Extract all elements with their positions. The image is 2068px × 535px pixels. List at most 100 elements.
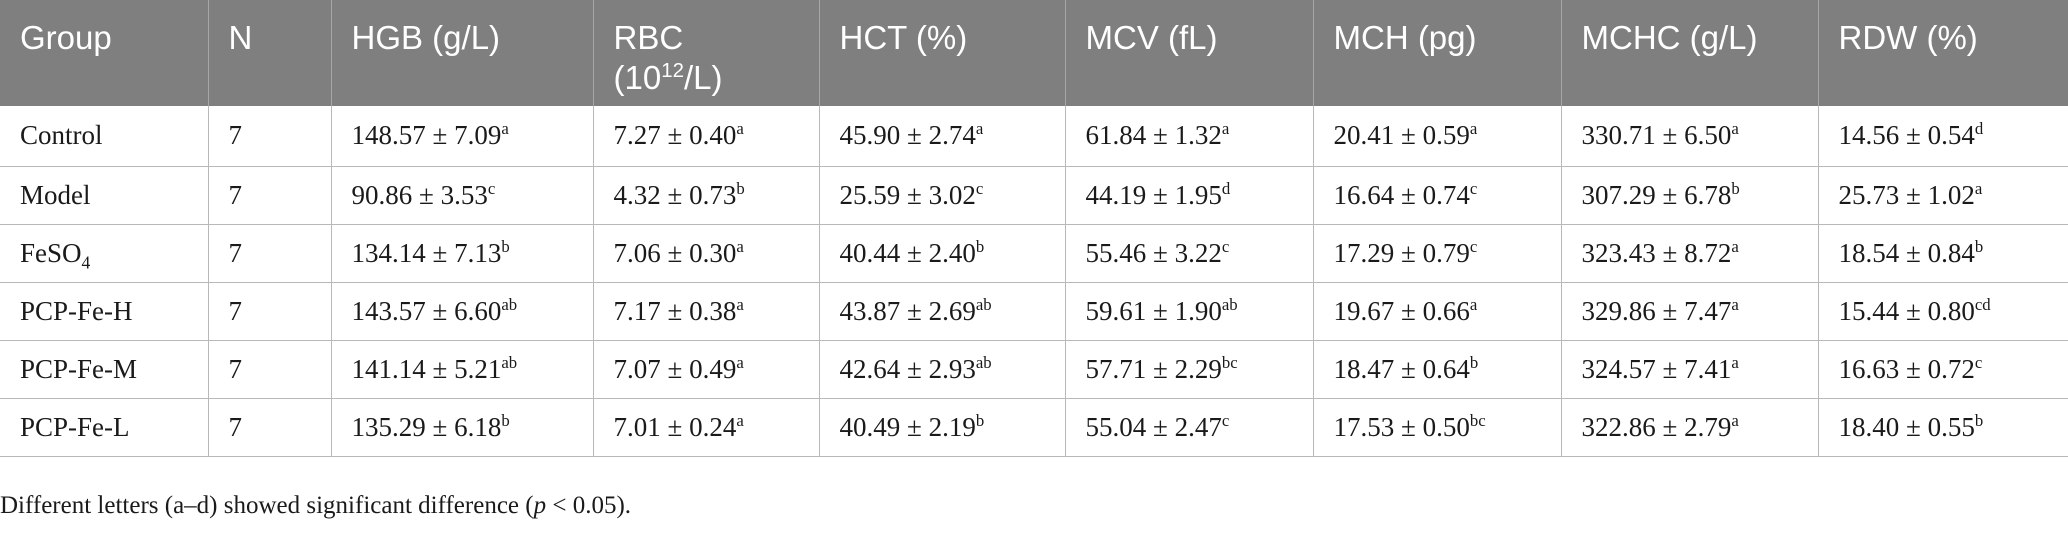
- significance-letter: b: [1974, 410, 1984, 430]
- significance-letter: b: [975, 236, 985, 256]
- value-cell: 7.01 ± 0.24a: [592, 398, 819, 457]
- group-cell: PCP-Fe-H: [0, 282, 208, 341]
- value-cell: 7.17 ± 0.38a: [592, 282, 819, 341]
- value-cell: 324.57 ± 7.41a: [1560, 340, 1818, 399]
- value-cell: 18.54 ± 0.84b: [1817, 224, 2068, 283]
- mean-sd-value: 143.57 ± 6.60: [351, 295, 502, 326]
- mean-sd-value: 59.61 ± 1.90: [1085, 295, 1222, 326]
- significance-letter: a: [1731, 236, 1739, 256]
- significance-letter: a: [975, 119, 984, 139]
- table-row: PCP-Fe-L 7 135.29 ± 6.18b 7.01 ± 0.24a 40.49…: [0, 398, 2068, 457]
- mean-sd-value: 135.29 ± 6.18: [351, 411, 502, 442]
- significance-letter: bc: [1469, 410, 1486, 430]
- significance-letter: a: [736, 294, 744, 314]
- mean-sd-value: 16.63 ± 0.72: [1838, 353, 1975, 384]
- footnote-text: Different letters (a–d) showed significa…: [0, 492, 534, 519]
- value-cell: 20.41 ± 0.59a: [1312, 106, 1561, 167]
- mean-sd-value: 141.14 ± 5.21: [351, 353, 502, 384]
- mean-sd-value: 14.56 ± 0.54: [1838, 120, 1975, 151]
- significance-letter: a: [1469, 119, 1478, 139]
- mean-sd-value: 42.64 ± 2.93: [839, 353, 976, 384]
- value-cell: 45.90 ± 2.74a: [818, 106, 1065, 167]
- mean-sd-value: 16.64 ± 0.74: [1333, 179, 1470, 210]
- value-cell: 15.44 ± 0.80cd: [1817, 282, 2068, 341]
- mean-sd-value: 7.07 ± 0.49: [613, 353, 737, 384]
- mean-sd-value: 61.84 ± 1.32: [1085, 120, 1222, 151]
- mean-sd-value: 57.71 ± 2.29: [1085, 353, 1222, 384]
- mean-sd-value: 25.73 ± 1.02: [1838, 179, 1975, 210]
- header-rbc-line2-end: /L): [683, 59, 723, 96]
- value-cell: 141.14 ± 5.21ab: [330, 340, 593, 399]
- hematology-table: Group N HGB (g/L) RBC (1012/L) HCT (%) MC…: [0, 0, 2068, 457]
- mean-sd-value: 40.44 ± 2.40: [839, 237, 976, 268]
- value-cell: 7.06 ± 0.30a: [592, 224, 819, 283]
- mean-sd-value: 330.71 ± 6.50: [1581, 120, 1732, 151]
- value-cell: 44.19 ± 1.95d: [1064, 166, 1313, 225]
- header-mchc: MCHC (g/L): [1560, 0, 1818, 106]
- header-rbc-exponent: 12: [661, 59, 684, 82]
- n-cell: 7: [207, 282, 331, 341]
- value-cell: 16.63 ± 0.72c: [1817, 340, 2068, 399]
- group-subscript: 4: [81, 251, 91, 272]
- significance-letter: b: [501, 236, 510, 256]
- group-cell: Control: [0, 106, 208, 167]
- mean-sd-value: 148.57 ± 7.09: [351, 120, 502, 151]
- group-name: PCP-Fe-L: [20, 411, 130, 442]
- significance-letter: ab: [501, 352, 518, 372]
- significance-letter: b: [1731, 178, 1740, 198]
- value-cell: 323.43 ± 8.72a: [1560, 224, 1818, 283]
- mean-sd-value: 55.04 ± 2.47: [1085, 411, 1222, 442]
- footnote-p-symbol: p: [533, 492, 547, 519]
- group-cell: PCP-Fe-M: [0, 340, 208, 399]
- mean-sd-value: 4.32 ± 0.73: [613, 179, 737, 210]
- value-cell: 61.84 ± 1.32a: [1064, 106, 1313, 167]
- value-cell: 134.14 ± 7.13b: [330, 224, 593, 283]
- header-mch: MCH (pg): [1312, 0, 1561, 106]
- significance-letter: c: [1221, 410, 1230, 430]
- header-mcv: MCV (fL): [1064, 0, 1313, 106]
- significance-letter: a: [501, 119, 509, 139]
- significance-letter: ab: [501, 294, 518, 314]
- significance-letter: d: [1974, 119, 1984, 139]
- value-cell: 19.67 ± 0.66a: [1312, 282, 1561, 341]
- group-cell: PCP-Fe-L: [0, 398, 208, 457]
- significance-letter: ab: [975, 294, 992, 314]
- significance-letter: bc: [1221, 352, 1238, 372]
- mean-sd-value: 323.43 ± 8.72: [1581, 237, 1732, 268]
- significance-letter: a: [736, 410, 744, 430]
- mean-sd-value: 307.29 ± 6.78: [1581, 179, 1732, 210]
- table-body: Control 7 148.57 ± 7.09a 7.27 ± 0.40a 45.90 …: [0, 106, 2068, 457]
- value-cell: 330.71 ± 6.50a: [1560, 106, 1818, 167]
- significance-letter: a: [1731, 352, 1739, 372]
- significance-letter: c: [1469, 236, 1478, 256]
- n-cell: 7: [207, 224, 331, 283]
- mean-sd-value: 7.17 ± 0.38: [613, 295, 737, 326]
- n-cell: 7: [207, 340, 331, 399]
- significance-letter: b: [1974, 236, 1984, 256]
- significance-letter: b: [736, 178, 745, 198]
- value-cell: 40.44 ± 2.40b: [818, 224, 1065, 283]
- mean-sd-value: 322.86 ± 2.79: [1581, 411, 1732, 442]
- n-cell: 7: [207, 166, 331, 225]
- mean-sd-value: 55.46 ± 3.22: [1085, 237, 1222, 268]
- mean-sd-value: 17.53 ± 0.50: [1333, 411, 1470, 442]
- value-cell: 135.29 ± 6.18b: [330, 398, 593, 457]
- header-group: Group: [0, 0, 208, 106]
- significance-letter: ab: [975, 352, 992, 372]
- significance-letter: b: [975, 410, 985, 430]
- significance-letter: a: [1731, 119, 1739, 139]
- value-cell: 7.07 ± 0.49a: [592, 340, 819, 399]
- header-n: N: [207, 0, 331, 106]
- value-cell: 329.86 ± 7.47a: [1560, 282, 1818, 341]
- significance-letter: a: [1974, 178, 1983, 198]
- significance-letter: b: [1469, 352, 1479, 372]
- mean-sd-value: 15.44 ± 0.80: [1838, 295, 1975, 326]
- mean-sd-value: 19.67 ± 0.66: [1333, 295, 1470, 326]
- value-cell: 55.46 ± 3.22c: [1064, 224, 1313, 283]
- value-cell: 307.29 ± 6.78b: [1560, 166, 1818, 225]
- value-cell: 55.04 ± 2.47c: [1064, 398, 1313, 457]
- significance-letter: c: [487, 178, 496, 198]
- mean-sd-value: 134.14 ± 7.13: [351, 237, 502, 268]
- mean-sd-value: 7.06 ± 0.30: [613, 237, 737, 268]
- header-rbc-prefix: RBC: [613, 19, 684, 56]
